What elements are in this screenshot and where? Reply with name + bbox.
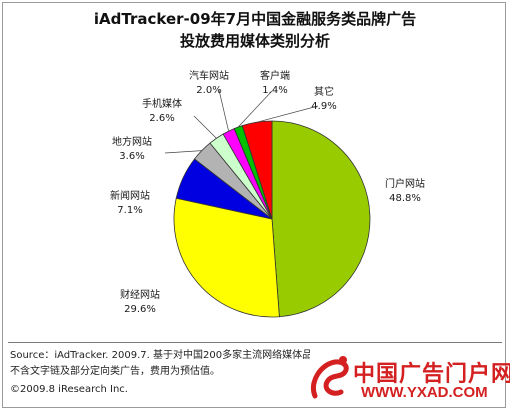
slice-value-3: 7.1% (117, 205, 142, 216)
leader-line-4 (164, 150, 202, 154)
slice-value-4: 3.6% (119, 151, 144, 162)
slice-label-5: 手机媒体 (142, 97, 182, 110)
slice-label-1: 门户网站 (385, 177, 425, 190)
source-line-1: Source：iAdTracker. 2009.7. 基于对中国200多家主流网… (10, 350, 310, 361)
slice-label-8: 其它 (314, 85, 334, 98)
slice-label-7: 客户端 (260, 69, 290, 82)
slice-label-3: 新闻网站 (110, 189, 150, 202)
slice-value-6: 2.0% (196, 85, 221, 96)
chart-title-line-2: 投放费用媒体类别分析 (179, 32, 330, 50)
slice-value-8: 4.9% (311, 101, 336, 112)
slice-value-7: 1.4% (262, 85, 287, 96)
source-note: Source：iAdTracker. 2009.7. 基于对中国200多家主流网… (10, 348, 310, 380)
yxad-logo-icon (311, 356, 349, 399)
watermark-url: WWW.YXAD.COM (361, 384, 488, 401)
slice-label-6: 汽车网站 (189, 69, 229, 82)
leader-line-8 (256, 105, 319, 123)
watermark-cn-text: 中国广告门户网 (353, 361, 510, 387)
leader-line-6 (218, 89, 229, 132)
pie-slice-8 (241, 120, 273, 220)
slice-label-4: 地方网站 (112, 135, 152, 148)
slice-value-1: 48.8% (389, 193, 421, 204)
pie-chart: 门户网站 48.8% 财经网站 29.6% 新闻网站 7.1% 地方网站 3.6% 手机媒体 2.… (110, 69, 425, 318)
source-line-2: 不含文字链及部分定向类广告，费用为预估值。 (10, 366, 220, 377)
leader-line-5 (193, 115, 217, 139)
footer-divider (8, 342, 502, 343)
pie-slice-2 (173, 197, 280, 318)
leader-line-7 (237, 90, 273, 128)
slice-value-2: 29.6% (124, 304, 156, 315)
slice-label-2: 财经网站 (120, 288, 160, 301)
chart-title: iAdTracker-09年7月中国金融服务类品牌广告 投放费用媒体类别分析 (0, 8, 510, 52)
slice-value-5: 2.6% (149, 113, 174, 124)
watermark-logo: 中国广告门户网 WWW.YXAD.COM (305, 352, 510, 406)
chart-title-line-1: iAdTracker-09年7月中国金融服务类品牌广告 (93, 10, 417, 28)
pie-slice-1 (271, 120, 371, 318)
copyright-text: ©2009.8 iResearch Inc. (10, 384, 128, 395)
